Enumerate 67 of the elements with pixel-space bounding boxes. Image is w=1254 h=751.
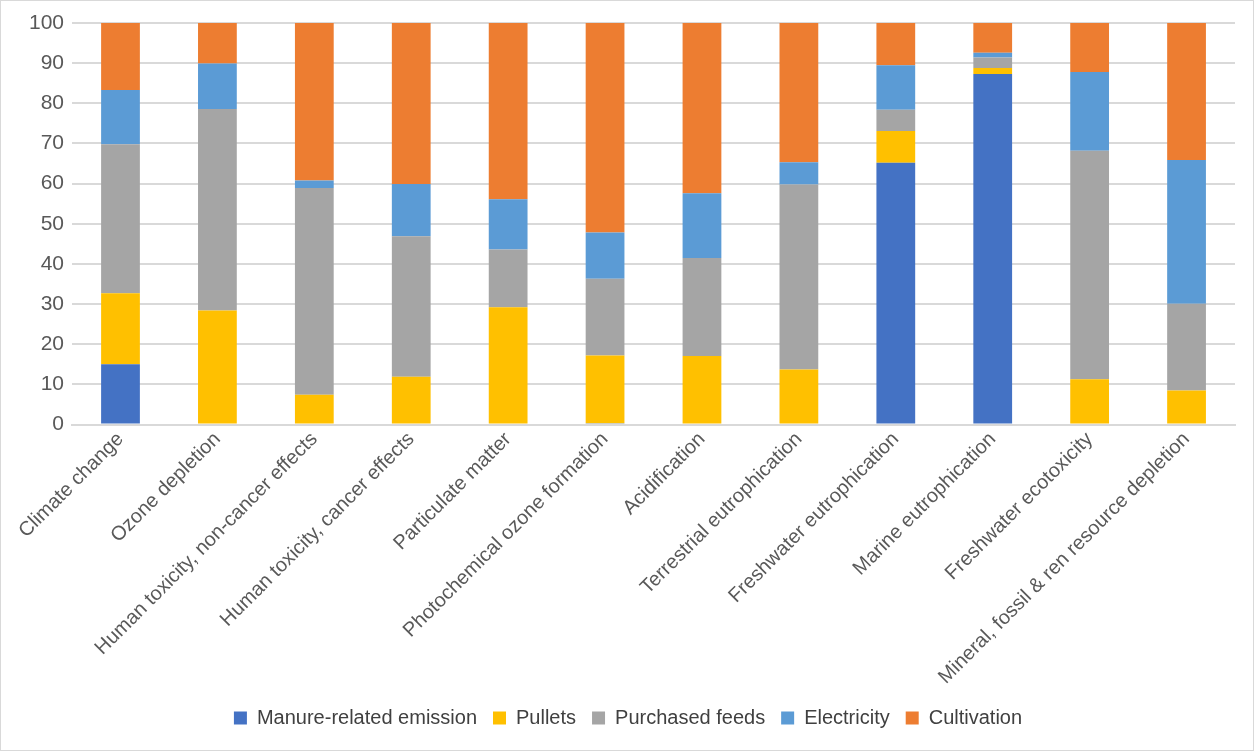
y-tick-label: 30 xyxy=(40,290,65,314)
bar xyxy=(391,236,431,377)
bar xyxy=(391,184,431,237)
bar xyxy=(973,23,1013,53)
bar xyxy=(488,199,528,250)
bar xyxy=(1167,159,1206,304)
bar xyxy=(1070,23,1110,72)
bar xyxy=(488,249,528,308)
bar xyxy=(198,23,237,64)
bar xyxy=(294,188,334,395)
bar xyxy=(682,355,722,424)
bar xyxy=(779,23,819,163)
bar xyxy=(779,162,819,185)
bar xyxy=(101,144,140,294)
bar xyxy=(876,131,916,163)
bar xyxy=(973,67,1013,74)
bar xyxy=(488,23,528,200)
bar xyxy=(973,74,1013,424)
bar xyxy=(294,23,334,181)
bar xyxy=(488,307,528,424)
y-tick-label: 10 xyxy=(40,371,65,395)
bar xyxy=(1167,390,1206,424)
legend-label: Purchased feeds xyxy=(615,705,766,728)
bar xyxy=(682,257,722,356)
bar xyxy=(585,232,625,279)
bar xyxy=(876,65,916,110)
bar xyxy=(682,193,722,258)
y-tick-label: 20 xyxy=(40,331,65,355)
legend-label: Electricity xyxy=(804,705,890,728)
bar xyxy=(585,355,625,424)
bar xyxy=(876,162,916,424)
y-tick-label: 60 xyxy=(40,170,65,194)
bar xyxy=(973,57,1013,68)
y-tick-label: 0 xyxy=(52,411,65,435)
y-tick-label: 70 xyxy=(40,130,65,154)
bar xyxy=(973,52,1013,58)
bar xyxy=(391,23,431,185)
legend-label: Pullets xyxy=(516,705,577,728)
y-tick-label: 40 xyxy=(40,250,65,274)
bar xyxy=(585,23,625,233)
y-tick-label: 50 xyxy=(40,210,65,234)
legend-label: Cultivation xyxy=(928,705,1023,728)
bar xyxy=(876,109,916,132)
bar xyxy=(101,90,140,145)
bar xyxy=(1070,379,1110,424)
bar xyxy=(101,293,140,365)
bar xyxy=(1167,303,1206,391)
bar xyxy=(585,278,625,356)
bar xyxy=(101,364,140,424)
bar xyxy=(779,184,819,370)
bar xyxy=(876,23,916,66)
y-tick-label: 100 xyxy=(28,9,65,33)
y-tick-label: 90 xyxy=(40,49,65,73)
bar xyxy=(1070,71,1110,151)
bar xyxy=(198,310,237,424)
bar xyxy=(779,369,819,424)
legend-label: Manure-related emission xyxy=(256,705,478,728)
bar xyxy=(1070,150,1110,380)
bar xyxy=(1167,23,1206,160)
bar xyxy=(101,23,140,91)
bar xyxy=(294,394,334,424)
bar xyxy=(294,180,334,189)
bar xyxy=(682,23,722,194)
y-tick-label: 80 xyxy=(40,90,65,114)
bar xyxy=(198,63,237,109)
bar xyxy=(391,376,431,424)
bar xyxy=(198,108,237,311)
